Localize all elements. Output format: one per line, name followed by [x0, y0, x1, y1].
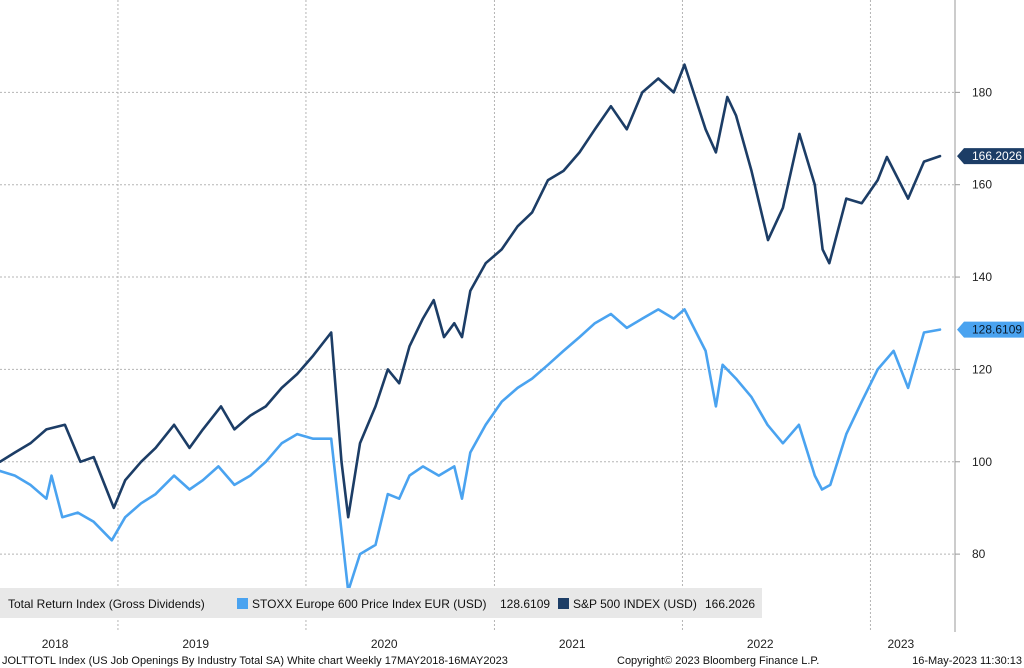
value-tag-box	[957, 321, 1024, 338]
y-tick-label: 160	[972, 178, 992, 192]
footer: JOLTTOTL Index (US Job Openings By Indus…	[2, 655, 1022, 667]
series-lines	[0, 63, 942, 593]
value-tag-label: 166.2026	[972, 149, 1022, 163]
legend-swatch-sp500	[558, 598, 569, 609]
x-axis: 2018 2019 2020 2021 2022 2023	[42, 637, 915, 651]
legend: Total Return Index (Gross Dividends) STO…	[0, 588, 762, 618]
legend-swatch-stoxx	[237, 598, 248, 609]
y-axis: 80 100 120 140 160 180	[955, 85, 992, 561]
last-value-tags: 128.6109 166.2026	[957, 148, 1024, 338]
y-tick-label: 80	[972, 547, 986, 561]
x-tick-label: 2023	[888, 637, 915, 651]
value-tag-box	[957, 148, 1024, 165]
y-tick-label: 180	[972, 85, 992, 99]
x-tick-label: 2018	[42, 637, 69, 651]
legend-value-sp500: 166.2026	[705, 597, 755, 611]
x-tick-label: 2022	[747, 637, 774, 651]
footer-source: JOLTTOTL Index (US Job Openings By Indus…	[2, 655, 508, 667]
legend-label-stoxx: STOXX Europe 600 Price Index EUR (USD)	[252, 597, 487, 611]
legend-value-stoxx: 128.6109	[500, 597, 550, 611]
last-value-tag-sp500: 166.2026	[957, 148, 1024, 165]
legend-header: Total Return Index (Gross Dividends)	[8, 597, 205, 611]
x-tick-label: 2019	[182, 637, 209, 651]
footer-timestamp: 16-May-2023 11:30:13	[912, 655, 1022, 667]
footer-copyright: Copyright© 2023 Bloomberg Finance L.P.	[617, 655, 819, 667]
y-tick-label: 120	[972, 362, 992, 376]
y-tick-label: 100	[972, 455, 992, 469]
value-tag-label: 128.6109	[972, 323, 1022, 337]
legend-label-sp500: S&P 500 INDEX (USD)	[573, 597, 697, 611]
legend-background	[0, 588, 762, 618]
series-line-stoxx	[0, 308, 942, 593]
series-line-sp500	[0, 63, 942, 519]
y-tick-label: 140	[972, 270, 992, 284]
x-tick-label: 2020	[371, 637, 398, 651]
last-value-tag-stoxx: 128.6109	[957, 321, 1024, 338]
x-tick-label: 2021	[559, 637, 586, 651]
